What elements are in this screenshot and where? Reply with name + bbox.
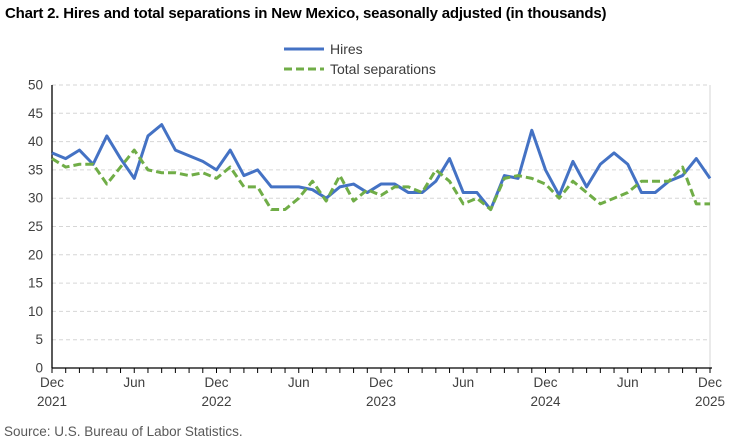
- svg-text:20: 20: [28, 247, 43, 262]
- svg-text:5: 5: [35, 332, 43, 347]
- legend-item-hires: Hires: [283, 39, 436, 58]
- legend-item-separations: Total separations: [283, 59, 436, 78]
- svg-text:Jun: Jun: [123, 375, 145, 390]
- svg-text:10: 10: [28, 304, 43, 319]
- svg-text:2021: 2021: [37, 394, 67, 409]
- svg-text:45: 45: [28, 106, 43, 121]
- svg-text:2022: 2022: [201, 394, 231, 409]
- chart-legend: Hires Total separations: [283, 39, 436, 78]
- svg-text:35: 35: [28, 162, 43, 177]
- svg-text:15: 15: [28, 276, 43, 291]
- chart-title: Chart 2. Hires and total separations in …: [5, 5, 607, 22]
- svg-text:50: 50: [28, 78, 43, 93]
- svg-text:Dec: Dec: [369, 375, 393, 390]
- legend-label-hires: Hires: [330, 40, 363, 57]
- svg-text:40: 40: [28, 134, 43, 149]
- svg-text:2023: 2023: [366, 394, 396, 409]
- svg-text:Dec: Dec: [698, 375, 722, 390]
- svg-text:Dec: Dec: [40, 375, 64, 390]
- legend-label-separations: Total separations: [330, 60, 436, 77]
- hires-line-swatch-icon: [284, 47, 324, 50]
- svg-text:Jun: Jun: [452, 375, 474, 390]
- svg-text:30: 30: [28, 191, 43, 206]
- svg-text:Jun: Jun: [288, 375, 310, 390]
- svg-text:2024: 2024: [530, 394, 561, 409]
- svg-text:Jun: Jun: [617, 375, 639, 390]
- svg-text:0: 0: [35, 361, 43, 376]
- svg-text:2025: 2025: [695, 394, 725, 409]
- svg-text:25: 25: [28, 219, 43, 234]
- source-note: Source: U.S. Bureau of Labor Statistics.: [4, 424, 243, 439]
- separations-line-swatch-icon: [284, 67, 324, 70]
- svg-text:Dec: Dec: [204, 375, 228, 390]
- svg-text:Dec: Dec: [533, 375, 557, 390]
